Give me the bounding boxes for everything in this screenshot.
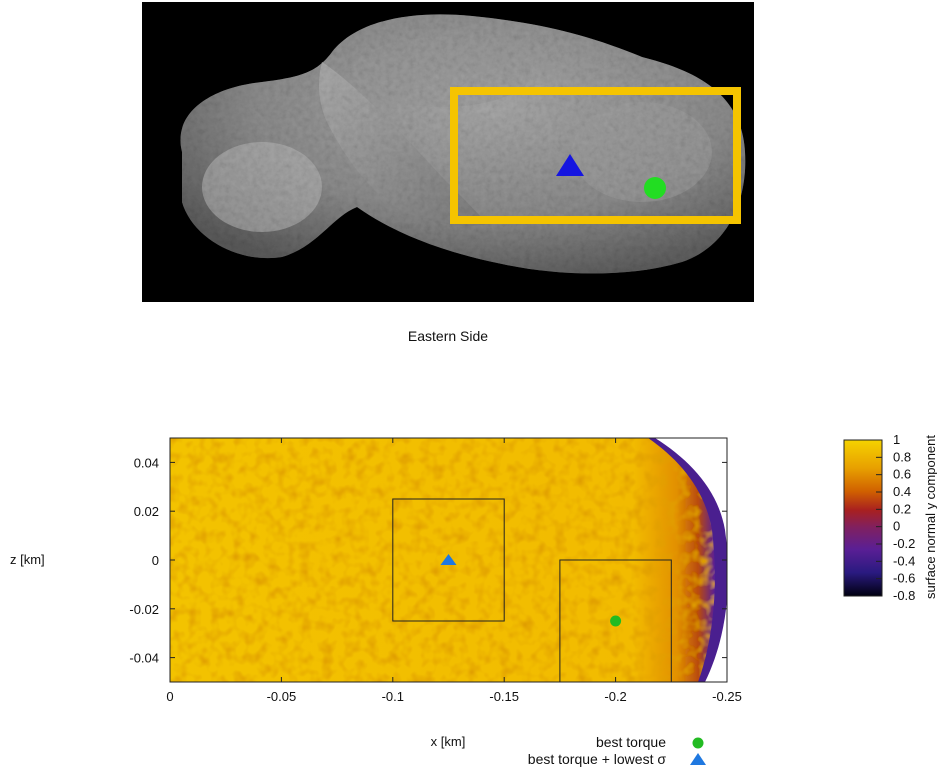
x-tick-label: -0.1: [382, 689, 404, 704]
region-box: [392, 498, 505, 622]
photo-triangle-marker: [556, 154, 584, 176]
x-tick-label: -0.05: [267, 689, 297, 704]
region-box: [559, 559, 672, 683]
colorbar-tick-label: 0.8: [893, 449, 911, 464]
colorbar-tick-label: -0.8: [893, 588, 915, 603]
legend-label-best-torque: best torque: [596, 734, 666, 750]
y-tick-label: -0.04: [129, 651, 159, 666]
x-tick-label: -0.25: [712, 689, 742, 704]
colorbar-tick-label: 0.6: [893, 467, 911, 482]
x-tick-label: 0: [166, 689, 173, 704]
legend-marker-triangle: [690, 753, 706, 765]
point-best-torque-lowest-sigma: [440, 554, 457, 565]
y-tick-label: 0: [152, 553, 159, 568]
colorbar: [843, 439, 883, 597]
x-tick-label: -0.2: [604, 689, 626, 704]
y-tick-label: -0.02: [129, 602, 159, 617]
colorbar-label: surface normal y component: [923, 435, 937, 599]
colorbar-tick-label: -0.2: [893, 536, 915, 551]
surface-normal-chart: 0 -0.05 -0.1 -0.15 -0.2 -0.25 0.04 0.02 0 -0.02 -0…: [10, 432, 937, 767]
y-axis-label: z [km]: [10, 552, 45, 567]
x-tick-label: -0.15: [489, 689, 519, 704]
photo-circle-marker: [644, 177, 666, 199]
point-best-torque: [610, 615, 622, 627]
colorbar-tick-label: 0.4: [893, 484, 911, 499]
y-tick-label: 0.04: [134, 455, 159, 470]
asteroid-body: [180, 14, 746, 274]
x-axis-label: x [km]: [431, 734, 466, 749]
legend-marker-circle: [692, 737, 704, 749]
asteroid-photo: [142, 2, 754, 302]
colorbar-tick-label: -0.4: [893, 553, 915, 568]
photo-caption: Eastern Side: [407, 328, 489, 344]
colorbar-tick-label: 0.2: [893, 501, 911, 516]
colorbar-tick-label: 0: [893, 519, 900, 534]
colorbar-tick-label: 1: [893, 432, 900, 447]
highlight-box: [450, 87, 741, 224]
colorbar-tick-label: -0.6: [893, 571, 915, 586]
legend-label-best-torque-lowest-sigma: best torque + lowest σ: [528, 751, 667, 767]
y-tick-label: 0.02: [134, 504, 159, 519]
